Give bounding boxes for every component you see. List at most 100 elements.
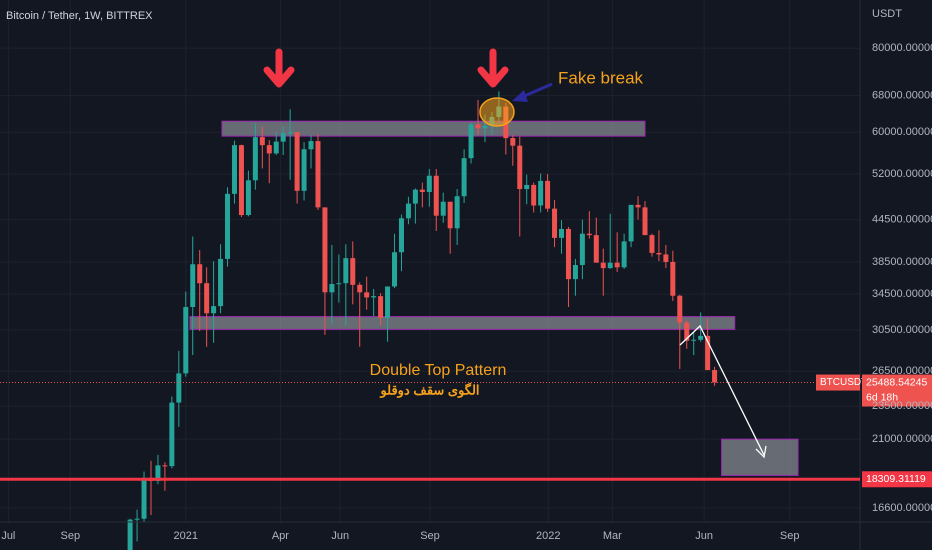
candle-body bbox=[433, 175, 439, 216]
candle-body bbox=[524, 184, 530, 190]
price-tag bbox=[862, 374, 932, 407]
price-tag-label: 18309.31119 bbox=[866, 473, 926, 485]
candle-body bbox=[183, 307, 189, 374]
candle-body bbox=[385, 286, 391, 318]
candle-body bbox=[559, 228, 565, 238]
candle-body bbox=[454, 196, 460, 229]
candle-body bbox=[308, 141, 314, 150]
candle-body bbox=[412, 189, 418, 204]
x-tick-label: Sep bbox=[420, 530, 440, 542]
candle-body bbox=[698, 335, 704, 340]
x-tick-label: Jun bbox=[331, 530, 349, 542]
annotation: Double Top Pattern bbox=[370, 362, 507, 379]
candle-body bbox=[294, 132, 300, 191]
candle-body bbox=[392, 252, 398, 287]
candle-body bbox=[565, 228, 571, 280]
candle-body bbox=[538, 180, 544, 206]
candle-body bbox=[461, 158, 467, 197]
candle-body bbox=[440, 201, 446, 216]
annotation: Fake break bbox=[558, 68, 644, 87]
candle-body bbox=[127, 519, 133, 550]
y-tick-label: 52000.00000 bbox=[872, 168, 932, 180]
candle-body bbox=[447, 201, 453, 229]
candle-body bbox=[545, 180, 551, 209]
y-tick-label: 44500.00000 bbox=[872, 213, 932, 225]
x-tick-label: 2021 bbox=[174, 530, 198, 542]
fake-break-circle bbox=[479, 97, 515, 127]
x-tick-label: Apr bbox=[272, 530, 289, 542]
candle-body bbox=[398, 218, 404, 253]
candle-body bbox=[677, 295, 683, 323]
symbol-tag bbox=[816, 374, 860, 391]
candle-body bbox=[468, 124, 474, 159]
candle-body bbox=[211, 306, 217, 314]
candle-body bbox=[510, 138, 516, 146]
symbol-tag-label: BTCUSDT bbox=[820, 377, 867, 388]
white-arrow bbox=[679, 324, 767, 459]
candle-body bbox=[649, 235, 655, 253]
candle-body bbox=[266, 145, 272, 154]
candle-body bbox=[579, 233, 585, 265]
candle-body bbox=[343, 258, 349, 284]
price-tag-label: 25488.54245 bbox=[866, 376, 927, 388]
candle-body bbox=[204, 283, 210, 314]
y-tick-label: 80000.00000 bbox=[872, 42, 932, 54]
candle-body bbox=[607, 262, 613, 269]
candle-body bbox=[176, 373, 182, 403]
candle-body bbox=[280, 133, 286, 142]
candle-body bbox=[190, 264, 196, 308]
candle-body bbox=[628, 204, 634, 242]
red-arrow bbox=[263, 48, 295, 88]
candle-body bbox=[225, 193, 231, 259]
candle-body bbox=[572, 264, 578, 280]
x-tick-label: Jul bbox=[1, 530, 15, 542]
candle-body bbox=[162, 465, 168, 467]
candle-body bbox=[218, 258, 224, 307]
candle-body bbox=[586, 233, 592, 236]
candle-body bbox=[656, 252, 662, 255]
y-tick-label: 23500.00000 bbox=[872, 400, 932, 412]
candle-body bbox=[357, 284, 363, 293]
candle-body bbox=[705, 335, 711, 371]
price-zone bbox=[721, 438, 799, 476]
candle-body bbox=[517, 145, 523, 190]
candle-body bbox=[238, 145, 244, 216]
zones bbox=[189, 120, 799, 476]
candle-body bbox=[371, 296, 377, 298]
annotation: الگوی سقف دوقلو bbox=[379, 381, 479, 398]
candle-body bbox=[614, 262, 620, 268]
candle-body bbox=[252, 137, 258, 181]
candle-body bbox=[329, 284, 335, 293]
x-tick-label: Jun bbox=[695, 530, 713, 542]
candle-body bbox=[350, 258, 356, 285]
y-tick-label: 38500.00000 bbox=[872, 256, 932, 268]
x-tick-label: Sep bbox=[780, 530, 800, 542]
candle-body bbox=[600, 262, 606, 269]
candle-body bbox=[642, 207, 648, 236]
candle-body bbox=[475, 124, 481, 129]
y-tick-label: 60000.00000 bbox=[872, 126, 932, 138]
price-tag bbox=[862, 471, 932, 488]
candle-body bbox=[712, 370, 718, 383]
chart-title: Bitcoin / Tether, 1W, BITTREX bbox=[6, 10, 153, 22]
candle-body bbox=[259, 137, 265, 146]
candle-body bbox=[336, 283, 342, 285]
x-tick-label: Sep bbox=[60, 530, 80, 542]
y-tick-label: 68000.00000 bbox=[872, 90, 932, 102]
candle-body bbox=[364, 292, 370, 298]
red-arrow bbox=[477, 48, 509, 88]
candle-body bbox=[301, 149, 307, 191]
candle-body bbox=[155, 465, 161, 482]
candle-body bbox=[419, 189, 425, 193]
blue-arrow bbox=[512, 82, 553, 102]
candle-body bbox=[315, 141, 321, 208]
candle-body bbox=[593, 235, 599, 263]
candle-body bbox=[621, 241, 627, 268]
candle-body bbox=[552, 208, 558, 238]
y-tick-label: 30500.00000 bbox=[872, 324, 932, 336]
candle-body bbox=[322, 207, 328, 293]
candle-body bbox=[141, 477, 147, 519]
countdown-label: 6d 18h bbox=[866, 391, 898, 403]
